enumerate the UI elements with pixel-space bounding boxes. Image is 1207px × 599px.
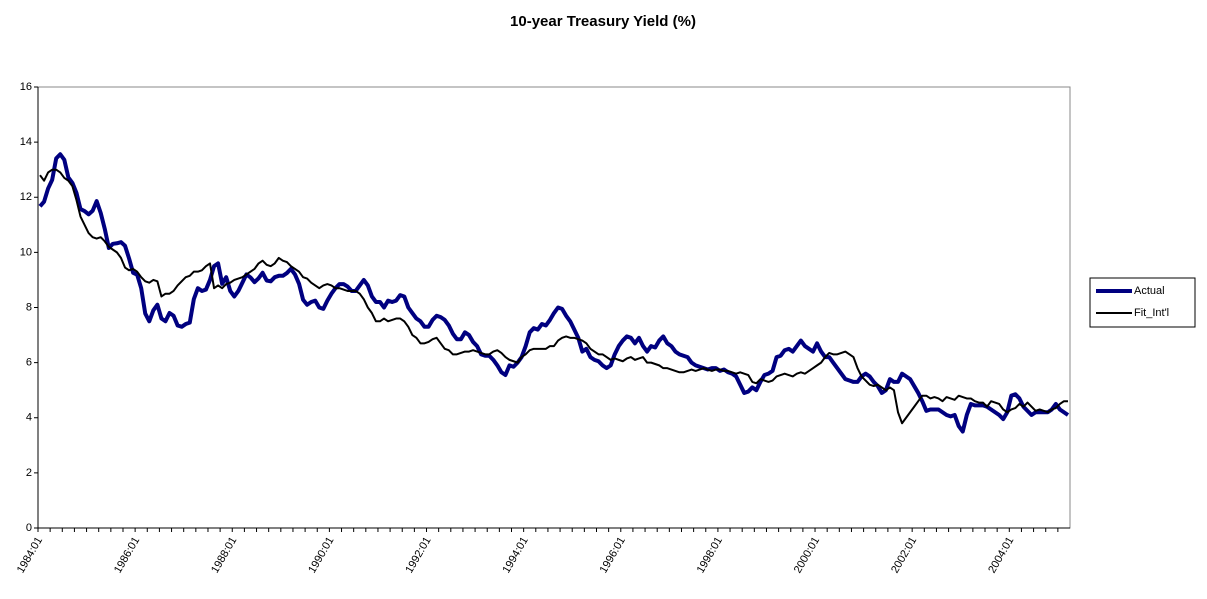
y-tick-label: 0: [26, 522, 32, 534]
legend-label: Fit_Int'l: [1134, 307, 1169, 319]
x-tick-label: 1994:01: [501, 535, 531, 575]
x-tick-label: 1990:01: [306, 535, 336, 575]
series-line: [39, 168, 1068, 425]
y-tick-label: 16: [20, 81, 32, 93]
y-tick-label: 2: [26, 467, 32, 479]
y-tick-label: 6: [26, 357, 32, 369]
y-tick-label: 14: [20, 136, 32, 148]
x-tick-label: 1992:01: [403, 535, 433, 575]
x-tick-label: 2000:01: [792, 535, 822, 575]
x-tick-label: 1996:01: [598, 535, 628, 575]
x-tick-label: 2002:01: [889, 535, 919, 575]
x-tick-label: 1984:01: [15, 535, 45, 575]
x-tick-label: 1998:01: [695, 535, 725, 575]
legend-label: Actual: [1134, 285, 1165, 297]
series-line: [38, 152, 1070, 434]
legend-box: [1089, 277, 1196, 328]
x-tick-label: 1986:01: [112, 535, 142, 575]
x-tick-label: 1988:01: [209, 535, 239, 575]
y-tick-label: 8: [26, 301, 32, 313]
y-tick-label: 10: [20, 246, 32, 258]
chart-title: 10-year Treasury Yield (%): [510, 13, 696, 30]
y-tick-label: 12: [20, 191, 32, 203]
x-tick-label: 2004:01: [986, 535, 1016, 575]
y-tick-label: 4: [26, 412, 32, 424]
